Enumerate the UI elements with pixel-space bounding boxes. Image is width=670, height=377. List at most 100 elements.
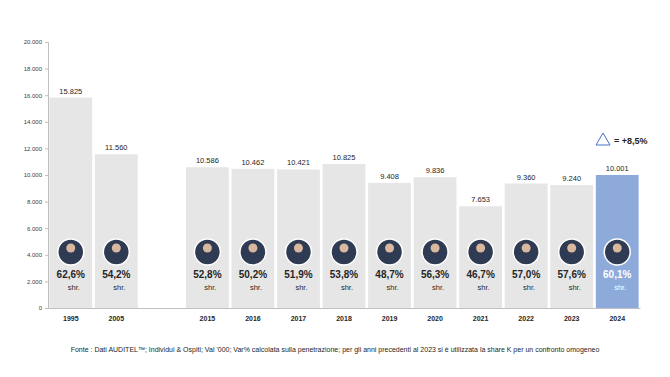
share-unit: shr.: [432, 283, 444, 292]
bar: [459, 206, 502, 308]
share-unit: shr.: [341, 283, 353, 292]
y-tick-mark: [45, 228, 48, 229]
y-tick-label: 6.000: [27, 226, 43, 232]
share-label: 60,1%: [603, 269, 631, 280]
y-tick-label: 12.000: [24, 146, 43, 152]
x-axis: 1995200520152016201720182019202020212022…: [49, 308, 641, 322]
portrait-face: [431, 244, 440, 253]
y-tick-label: 10.000: [24, 172, 43, 178]
x-tick: 2017: [291, 308, 307, 322]
portrait: [58, 239, 84, 265]
portrait-face: [112, 244, 121, 253]
portrait: [331, 239, 357, 265]
bars: [49, 98, 638, 308]
portrait-face: [613, 244, 622, 253]
y-tick-mark: [45, 308, 48, 309]
y-tick-label: 0: [39, 305, 43, 311]
y-tick: 14.000: [24, 119, 48, 125]
x-tick-label: 2024: [609, 315, 625, 322]
bar: [368, 183, 411, 308]
portrait-face: [294, 244, 303, 253]
data-label: 10.001: [606, 164, 629, 173]
share-label: 57,0%: [512, 269, 540, 280]
x-tick: 2019: [382, 308, 398, 322]
y-tick-mark: [45, 148, 48, 149]
x-tick: 2016: [245, 308, 261, 322]
x-tick: 2022: [518, 308, 534, 322]
bar: [550, 185, 593, 308]
share-unit: shr.: [614, 283, 626, 292]
portrait: [513, 239, 539, 265]
y-tick-mark: [45, 202, 48, 203]
x-tick-label: 2020: [427, 315, 443, 322]
share-unit: shr.: [523, 283, 535, 292]
share-label: 57,6%: [558, 269, 586, 280]
data-label: 11.560: [105, 143, 127, 152]
x-tick-label: 2018: [336, 315, 352, 322]
x-tick: 2018: [336, 308, 352, 322]
y-tick-mark: [45, 122, 48, 123]
x-tick-label: 2021: [473, 315, 489, 322]
portrait-face: [385, 244, 394, 253]
share-unit: shr.: [204, 283, 216, 292]
chart: 0 2.000 4.000 6.000 8.000 10.000 12.000 14.000 1…: [0, 0, 670, 377]
y-tick: 2.000: [27, 279, 48, 285]
share-unit: shr.: [569, 283, 581, 292]
portrait: [377, 239, 403, 265]
portrait: [285, 239, 311, 265]
share-label: 48,7%: [375, 269, 403, 280]
x-tick-label: 1995: [63, 315, 79, 322]
x-tick-label: 2022: [518, 315, 534, 322]
data-label: 9.836: [426, 166, 445, 175]
annotation-icon: [596, 133, 610, 145]
portrait-face: [203, 244, 212, 253]
bar: [505, 184, 548, 308]
data-label: 9.240: [562, 174, 581, 183]
bar: [596, 175, 639, 308]
labels: 15.82562,6%shr.11.56054,2%shr.10.58652,8…: [57, 87, 632, 292]
share-unit: shr.: [113, 283, 125, 292]
y-tick-label: 18.000: [24, 66, 43, 72]
data-label: 10.586: [196, 156, 219, 165]
x-axis-line: [49, 308, 641, 309]
y-tick-mark: [45, 69, 48, 70]
y-tick-label: 14.000: [24, 119, 43, 125]
y-tick: 10.000: [24, 172, 48, 178]
data-label: 10.421: [287, 158, 310, 167]
x-tick: 2020: [427, 308, 443, 322]
portrait: [468, 239, 494, 265]
y-tick-mark: [45, 255, 48, 256]
annotation: = +8,5%: [614, 136, 648, 146]
bar: [49, 98, 92, 308]
y-tick: 6.000: [27, 226, 48, 232]
bar: [414, 177, 457, 308]
data-label: 9.360: [517, 173, 536, 182]
share-label: 62,6%: [57, 269, 85, 280]
y-tick: 8.000: [27, 199, 48, 205]
portrait: [103, 239, 129, 265]
y-axis: 0 2.000 4.000 6.000 8.000 10.000 12.000 14.000 1…: [24, 39, 49, 311]
data-label: 7.653: [471, 195, 490, 204]
x-tick-label: 2017: [291, 315, 307, 322]
x-tick-label: 2023: [564, 315, 580, 322]
x-tick-label: 2005: [109, 315, 125, 322]
share-label: 46,7%: [466, 269, 494, 280]
bar: [323, 164, 366, 308]
y-tick-label: 2.000: [27, 279, 43, 285]
y-tick: 4.000: [27, 252, 48, 258]
share-unit: shr.: [250, 283, 262, 292]
share-unit: shr.: [386, 283, 398, 292]
x-tick: 1995: [63, 308, 79, 322]
share-label: 50,2%: [239, 269, 267, 280]
y-tick: 0: [39, 305, 48, 311]
y-tick: 12.000: [24, 146, 48, 152]
portrait-face: [476, 244, 485, 253]
share-label: 53,8%: [330, 269, 358, 280]
bar: [277, 169, 320, 308]
x-tick: 2024: [609, 308, 625, 322]
data-label: 15.825: [59, 87, 82, 96]
portrait-face: [66, 244, 75, 253]
bar: [232, 169, 275, 308]
y-tick-mark: [45, 95, 48, 96]
portrait-face: [522, 244, 531, 253]
